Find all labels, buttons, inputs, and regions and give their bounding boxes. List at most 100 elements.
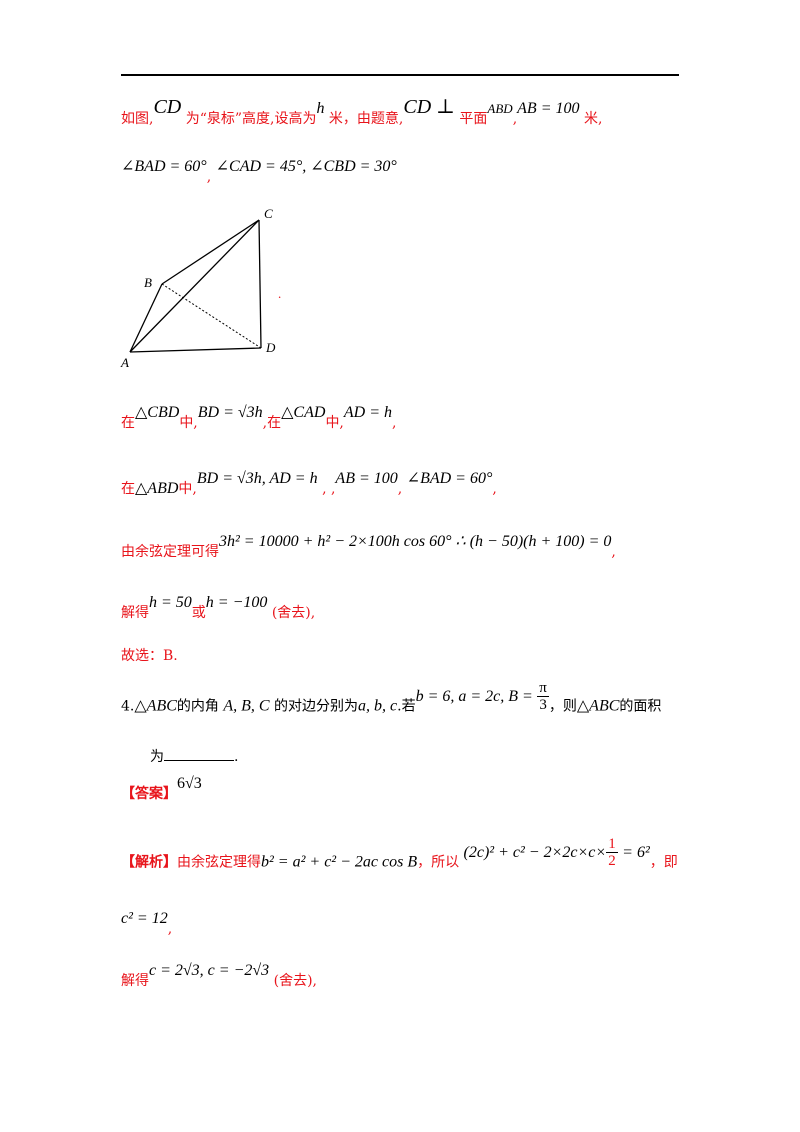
text: ,在 [262,415,282,431]
text: 的对边分别为 [274,698,359,715]
math: AB = 100 [517,100,580,117]
math: (2c)² + c² − 2×2c×c× [463,843,607,861]
math: ∠BAD = 60° [121,158,207,175]
text: 的面积 [619,698,662,715]
text: 中, [325,415,344,431]
line-8: c² = 12, [121,910,173,938]
text: , , [322,481,336,497]
figure-dot: . [278,286,281,301]
answer-blank [164,748,234,761]
math: BD = √3h, AD = h [196,470,318,487]
math: △ABD [135,480,179,497]
math: ∠CAD = 45°, ∠CBD = 30° [215,158,397,175]
math: AD = h [343,404,393,421]
line-5: 由余弦定理可得3h² = 10000 + h² − 2×100h cos 60°… [121,533,616,561]
text: 故选：B. [121,648,178,664]
text: , [512,111,518,127]
math: ABD [487,101,513,116]
label-b: B [144,275,152,290]
math: △CBD [135,404,180,421]
text: 中, [178,481,197,497]
line-7: 故选：B. [121,645,178,665]
math: 6√3 [177,775,202,792]
text: , [206,169,212,185]
text: ，即 [649,854,678,871]
math: a, b, c [358,697,398,715]
math: △CAD [281,404,326,421]
text: 在 [121,415,135,431]
math: c² = 12 [121,910,168,927]
math: b = 6, a = 2c, B = [415,687,533,705]
text: 中, [179,415,198,431]
edge-ad [129,347,262,353]
math: CD [153,96,182,118]
explanation-line: 【解析】由余弦定理得b² = a² + c² − 2ac cos B，所以 (2… [121,836,678,879]
text: 由余弦定理得 [177,854,261,871]
math: △ABC [134,697,177,715]
line-2: ∠BAD = 60°, ∠CAD = 45°, ∠CBD = 30° [121,158,397,186]
text: 或 [191,605,206,621]
answer-line: 【答案】6√3 [121,775,202,803]
line-3: 在△CBD中,BD = √3h,在△CAD中,AD = h, [121,404,397,432]
text: (舍去), [271,605,316,621]
text: , [397,481,403,497]
math: ∠BAD = 60° [406,470,493,487]
explanation-label: 【解析】 [121,854,177,871]
text: 如图, [121,111,154,127]
line-6: 解得h = 50或h = −100 (舍去), [121,594,316,622]
text: 由余弦定理可得 [121,544,219,560]
geometry-figure: C B A D . [120,206,281,370]
line-1: 如图,CD 为“泉标”高度,设高为h 米，由题意,CD ⊥ 平面ABD,AB =… [121,96,603,129]
text: ，所以 [417,854,460,871]
math: AB = 100 [335,470,398,487]
math: BD = √3h [197,404,263,421]
text: , [492,481,497,497]
text: 平面 [459,111,488,127]
answer-label: 【答案】 [121,786,177,802]
text: 为 [150,749,164,765]
math: h = −100 [205,594,268,611]
edge-ab [129,283,163,353]
label-c: C [264,206,273,221]
math: 3h² = 10000 + h² − 2×100h cos 60° ∴ (h −… [219,533,612,550]
edge-bd-dashed [161,283,262,349]
line-9: 解得c = 2√3, c = −2√3 (舍去), [121,962,317,990]
math: h [316,100,325,117]
text: 4. [121,698,135,715]
text: 米, [583,111,603,127]
text: 为“泉标”高度,设高为 [185,111,317,127]
denominator: 3 [539,697,547,713]
label-a: A [120,355,129,370]
text: 在 [121,481,135,497]
math: b² = a² + c² − 2ac cos B [261,853,418,871]
edge-ac [129,219,260,353]
text: 米，由题意, [328,111,404,127]
edge-cd [258,219,262,349]
math: = 6² [622,843,650,861]
text: 解得 [121,605,149,621]
math: CD ⊥ [403,96,455,118]
text: 的内角 [176,698,219,715]
question-4: 4.△ABC的内角 A, B, C 的对边分别为a, b, c.若b = 6, … [121,680,662,723]
math: c = 2√3, c = −2√3 [149,962,270,979]
math: A, B, C [223,697,270,715]
header-rule [121,74,679,76]
text: . [234,749,239,765]
numerator: 1 [606,836,618,853]
text: , [392,415,397,431]
text: 解得 [121,973,149,989]
text: .若 [397,698,416,715]
denominator: 2 [608,853,616,869]
numerator: π [537,680,549,697]
edge-bc [161,219,260,285]
question-4-line-2: 为. [150,746,238,766]
math: h = 50 [149,594,192,611]
math: △ABC [576,697,620,715]
text: ，则 [548,698,577,715]
line-4: 在△ABD中,BD = √3h, AD = h , ,AB = 100, ∠BA… [121,470,497,498]
label-d: D [265,340,276,355]
text: , [611,544,616,560]
text: , [167,921,173,937]
